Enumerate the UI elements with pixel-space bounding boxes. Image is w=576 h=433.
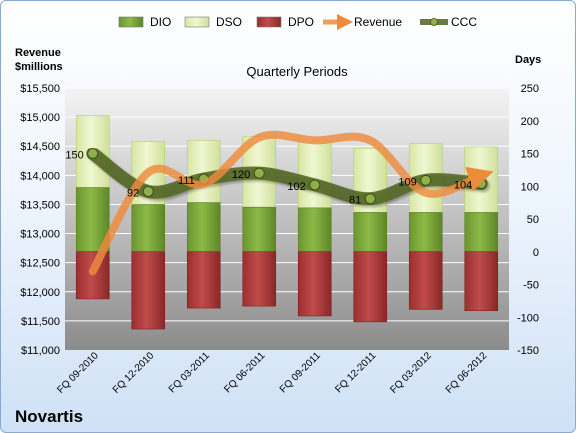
legend-swatch-dio [118, 16, 144, 28]
legend-label-dpo: DPO [288, 15, 314, 29]
dio-bar [353, 212, 388, 253]
ccc-data-label: 92 [127, 187, 139, 199]
x-tick-label: FQ 03-2012 [388, 350, 434, 396]
dpo-bar [242, 251, 277, 307]
ccc-point [420, 174, 432, 186]
dio-bar [464, 212, 499, 253]
y-right-title: Days [515, 54, 541, 66]
y-left-tick-label: $13,500 [20, 199, 60, 211]
ccc-point [253, 167, 265, 179]
x-tick-label: FQ 12-2011 [333, 350, 378, 395]
y-left-title-unit: $millions [15, 61, 63, 73]
legend-label-dso: DSO [216, 15, 242, 29]
y-left-tick-label: $14,000 [20, 170, 60, 182]
dpo-bar [353, 251, 388, 323]
ccc-data-label: 150 [65, 150, 83, 162]
revenue-line [88, 130, 494, 276]
dpo-bar [408, 251, 443, 310]
ccc-data-label: 120 [232, 169, 250, 181]
y-left-tick-label: $12,000 [20, 287, 60, 299]
dpo-bar [75, 251, 110, 300]
dio-bar [297, 207, 332, 253]
legend-swatch-dso [184, 16, 210, 28]
y-right-tick-label: 150 [521, 149, 539, 161]
y-right-tick-label: 100 [521, 181, 539, 193]
y-right-tick-label: 0 [533, 247, 539, 259]
y-right-tick-label: 200 [521, 116, 539, 128]
y-left-title: Revenue [15, 47, 61, 59]
ccc-data-label: 102 [287, 181, 305, 193]
y-left-tick-label: $12,500 [20, 258, 60, 270]
dio-bar [408, 212, 443, 253]
y-left-tick-label: $13,000 [20, 229, 60, 241]
y-right-tick-label: -150 [517, 345, 539, 357]
y-right-tick-label: -50 [523, 280, 539, 292]
y-right-tick-label: 50 [527, 214, 539, 226]
y-left-tick-label: $15,500 [20, 83, 60, 95]
x-tick-label: FQ 06-2012 [444, 350, 490, 396]
y-left-tick-label: $14,500 [20, 141, 60, 153]
ccc-point [364, 193, 376, 205]
y-left-tick-label: $15,000 [20, 112, 60, 124]
y-left-tick-label: $11,000 [21, 345, 60, 357]
x-tick-label: FQ 09-2010 [55, 350, 101, 396]
dio-bar [131, 204, 166, 253]
y-right-tick-label: 250 [521, 83, 539, 95]
dpo-bar [186, 251, 221, 309]
x-tick-label: FQ 03-2011 [167, 350, 212, 395]
dpo-bar [464, 251, 499, 312]
dpo-bar [131, 251, 166, 330]
ccc-data-label: 111 [178, 175, 195, 187]
ccc-data-label: 104 [454, 180, 472, 192]
legend-label-dio: DIO [150, 15, 171, 29]
legend-label-revenue: Revenue [354, 15, 402, 29]
legend-swatch-ccc-marker [430, 18, 438, 26]
ccc-point [142, 185, 154, 197]
ccc-point [87, 148, 99, 159]
ccc-data-label: 81 [349, 195, 361, 207]
x-tick-label: FQ 09-2011 [278, 350, 323, 395]
y-left-tick-label: $11,500 [21, 316, 60, 328]
dpo-bar [297, 251, 332, 317]
legend-label-ccc: CCC [451, 15, 477, 29]
y-right-tick-label: -100 [517, 312, 539, 324]
x-tick-label: FQ 12-2010 [111, 350, 157, 396]
ccc-point [309, 179, 321, 191]
x-tick-label: FQ 06-2011 [222, 350, 267, 395]
legend-swatch-dpo [256, 16, 282, 28]
ccc-data-label: 109 [398, 176, 416, 188]
dio-bar [242, 206, 277, 253]
company-name: Novartis [15, 407, 84, 426]
chart-title: Quarterly Periods [246, 64, 348, 79]
dso-bar [297, 140, 332, 209]
dio-bar [186, 202, 221, 253]
